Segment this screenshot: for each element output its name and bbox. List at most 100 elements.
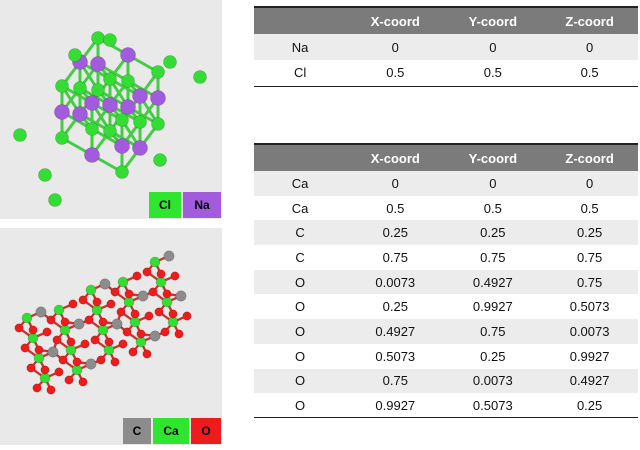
cell-element: Ca [291, 175, 309, 191]
o-atom [142, 267, 152, 277]
cl-atom [133, 115, 147, 129]
c-atom [163, 250, 175, 262]
o-atom [116, 307, 126, 317]
na-atom [114, 138, 130, 154]
na-atom [102, 97, 118, 113]
cl-atom [193, 70, 207, 84]
cell-x: 0.75 [382, 249, 408, 265]
o-atom [52, 335, 62, 345]
cl-atom [103, 33, 117, 47]
cl-atom [68, 48, 82, 62]
o-atom [182, 311, 192, 321]
caco3-coordinates-table: X-coord Y-coord Z-coord Ca 0 0 0 Ca 0.5 0.5 0.… [254, 143, 638, 419]
ca-atom [65, 344, 77, 356]
o-atom [162, 289, 172, 299]
na-atom [132, 140, 148, 156]
ca-atom [91, 304, 103, 316]
o-atom [130, 309, 140, 319]
c-atom [35, 306, 47, 318]
cell-element: O [254, 393, 347, 419]
o-atom [118, 339, 128, 349]
na-atom [84, 95, 100, 111]
nacl-coordinates-table: X-coord Y-coord Z-coord Na 0 0 0 Cl 0.5 … [254, 6, 638, 87]
cell-y: 0 [489, 39, 497, 55]
o-atom [40, 365, 50, 375]
c-atom [47, 346, 59, 358]
header-y-coord: Y-coord [444, 143, 542, 171]
o-atom [32, 383, 42, 393]
cl-atom [13, 128, 27, 142]
cl-atom [153, 153, 167, 167]
na-atom [150, 90, 166, 106]
table-row: C 0.25 0.25 0.25 [254, 220, 638, 246]
ca-atom [135, 336, 147, 348]
cell-element: O [295, 299, 306, 315]
cell-z: 0.25 [576, 225, 603, 241]
caco3-structure-panel: C Ca O [0, 228, 222, 445]
cell-z: 0.75 [576, 249, 603, 265]
o-atom [148, 287, 158, 297]
ca-atom [97, 324, 109, 336]
cell-x: 0.25 [382, 299, 408, 315]
cell-x: 0.5 [386, 200, 405, 216]
table-row: O 0.9927 0.5073 0.25 [254, 393, 638, 419]
cell-element: C [295, 225, 305, 241]
cl-atom [151, 65, 165, 79]
header-z-coord: Z-coord [541, 143, 638, 171]
na-atom [120, 99, 136, 115]
o-atom [106, 299, 116, 309]
cell-element: O [295, 274, 306, 290]
cl-atom [73, 81, 87, 95]
cell-y: 0.4927 [472, 274, 513, 290]
cell-x: 0.5073 [375, 348, 416, 364]
o-atom [98, 317, 108, 327]
na-atom [72, 106, 88, 122]
na-atom [120, 47, 136, 63]
o-atom [54, 367, 64, 377]
table-row: Ca 0 0 0 [254, 171, 638, 196]
cell-z: 0.4927 [569, 373, 610, 389]
o-atom [14, 323, 24, 333]
cell-y: 0.25 [480, 225, 506, 241]
o-atom [156, 269, 166, 279]
cl-atom [151, 117, 165, 131]
cell-z: 0.0073 [569, 323, 610, 339]
table-header-row: X-coord Y-coord Z-coord [254, 143, 638, 171]
na-atom [90, 56, 106, 72]
o-atom [92, 297, 102, 307]
o-atom [144, 311, 154, 321]
ca-atom [21, 312, 33, 324]
cl-atom [115, 113, 129, 127]
o-atom [80, 339, 90, 349]
cl-atom [103, 72, 117, 86]
ca-atom [39, 372, 51, 384]
o-atom [46, 315, 56, 325]
ca-atom [117, 276, 129, 288]
cl-atom [163, 55, 177, 69]
cl-atom [103, 124, 117, 138]
legend-ca: Ca [153, 418, 189, 444]
cell-z: 0 [585, 175, 594, 191]
o-atom [60, 317, 70, 327]
na-atom [54, 104, 70, 120]
cl-atom [48, 193, 62, 207]
cell-element: Ca [291, 200, 309, 216]
cell-x: 0.9927 [346, 393, 445, 419]
cl-atom [91, 83, 105, 97]
header-z-coord: Z-coord [541, 6, 638, 34]
header-element [254, 6, 347, 34]
cell-y: 0.5 [483, 200, 502, 216]
cell-y: 0.5 [444, 60, 542, 87]
table-row: O 0.25 0.9927 0.5073 [254, 294, 638, 320]
legend-na: Na [183, 192, 221, 218]
table-row: Na 0 0 0 [254, 34, 638, 60]
o-atom [142, 349, 152, 359]
o-atom [34, 345, 44, 355]
header-x-coord: X-coord [346, 143, 445, 171]
ca-atom [167, 316, 179, 328]
cl-atom [55, 79, 69, 93]
cl-atom [91, 31, 105, 45]
cl-atom [55, 131, 69, 145]
table-row: O 0.4927 0.75 0.0073 [254, 319, 638, 344]
o-atom [136, 329, 146, 339]
